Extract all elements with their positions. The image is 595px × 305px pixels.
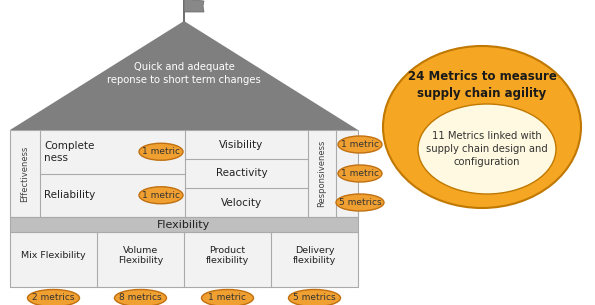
- Text: Flexibility: Flexibility: [157, 220, 211, 229]
- Text: Reactivity: Reactivity: [216, 168, 267, 178]
- Text: Delivery
flexibility: Delivery flexibility: [293, 246, 336, 265]
- Ellipse shape: [139, 143, 183, 160]
- FancyBboxPatch shape: [10, 232, 358, 287]
- Ellipse shape: [383, 46, 581, 208]
- Ellipse shape: [27, 289, 80, 305]
- Text: 11 Metrics linked with
supply chain design and
configuration: 11 Metrics linked with supply chain desi…: [426, 131, 548, 167]
- Text: 5 metrics: 5 metrics: [339, 198, 381, 207]
- Ellipse shape: [336, 194, 384, 211]
- Text: 8 metrics: 8 metrics: [119, 293, 162, 303]
- Text: 1 metric: 1 metric: [208, 293, 246, 303]
- Text: Visibility: Visibility: [220, 139, 264, 149]
- Text: 1 metric: 1 metric: [341, 140, 379, 149]
- Ellipse shape: [338, 136, 382, 153]
- Ellipse shape: [202, 289, 253, 305]
- Text: 5 metrics: 5 metrics: [293, 293, 336, 303]
- Ellipse shape: [418, 104, 556, 194]
- Ellipse shape: [338, 165, 382, 182]
- Ellipse shape: [139, 187, 183, 204]
- Text: 1 metric: 1 metric: [142, 147, 180, 156]
- Text: 2 metrics: 2 metrics: [32, 293, 75, 303]
- Text: Effectiveness: Effectiveness: [20, 145, 30, 202]
- Text: Complete
ness: Complete ness: [44, 141, 95, 163]
- Polygon shape: [10, 21, 358, 130]
- Text: 24 Metrics to measure
supply chain agility: 24 Metrics to measure supply chain agili…: [408, 70, 556, 100]
- Text: Responsiveness: Responsiveness: [318, 140, 327, 207]
- Text: Product
flexibility: Product flexibility: [206, 246, 249, 265]
- Ellipse shape: [289, 289, 340, 305]
- Polygon shape: [184, 0, 204, 12]
- FancyBboxPatch shape: [10, 217, 358, 232]
- Text: Velocity: Velocity: [221, 198, 262, 207]
- Text: Mix Flexibility: Mix Flexibility: [21, 251, 86, 260]
- Text: Reliability: Reliability: [44, 190, 95, 200]
- Text: Volume
Flexibility: Volume Flexibility: [118, 246, 163, 265]
- Text: Quick and adequate
reponse to short term changes: Quick and adequate reponse to short term…: [107, 62, 261, 85]
- Ellipse shape: [114, 289, 167, 305]
- Text: 1 metric: 1 metric: [341, 169, 379, 178]
- FancyBboxPatch shape: [10, 130, 358, 217]
- Text: 1 metric: 1 metric: [142, 191, 180, 200]
